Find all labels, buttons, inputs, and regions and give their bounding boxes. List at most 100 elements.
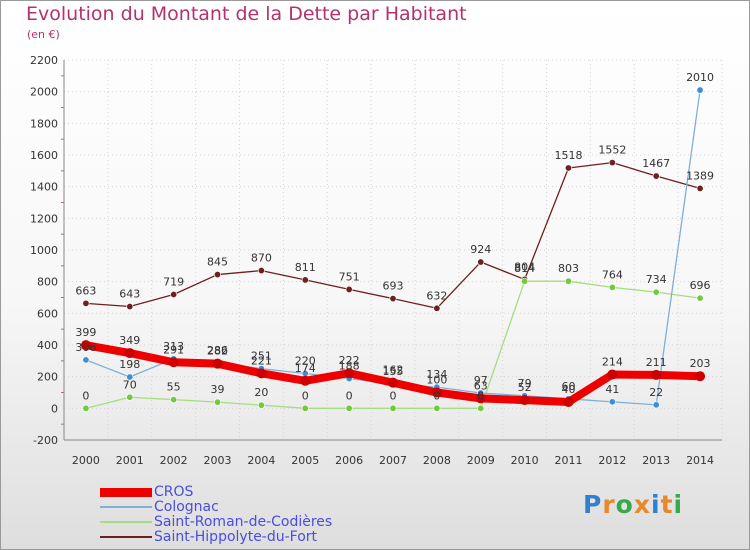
- data-point: [214, 271, 222, 279]
- data-label: 214: [602, 355, 623, 368]
- x-tick-label: 2005: [291, 454, 319, 467]
- legend-label: Colognac: [154, 499, 219, 515]
- legend-swatch: [100, 487, 152, 497]
- data-label: 282: [207, 345, 228, 358]
- y-tick-label: 1200: [30, 212, 58, 225]
- data-point: [124, 348, 135, 359]
- legend-item-cros: CROS: [100, 485, 193, 499]
- data-label: 162: [383, 364, 404, 377]
- data-label: 155: [383, 365, 404, 378]
- data-point: [126, 373, 134, 381]
- data-label: 60: [561, 380, 575, 393]
- data-label: 804: [514, 260, 535, 273]
- data-label: 52: [518, 381, 532, 394]
- x-tick-label: 2013: [642, 454, 670, 467]
- data-point: [212, 358, 223, 369]
- legend-item-saint-hippolyte: Saint-Hippolyte-du-Fort: [100, 530, 317, 544]
- y-tick-label: 400: [37, 339, 58, 352]
- data-label: 221: [251, 354, 272, 367]
- data-point: [696, 294, 704, 302]
- data-point: [82, 404, 90, 412]
- data-label: 203: [690, 357, 711, 370]
- data-label: 40: [561, 383, 575, 396]
- legend-label: Saint-Roman-de-Codières: [154, 514, 333, 530]
- data-point: [607, 369, 618, 380]
- data-point: [388, 377, 398, 388]
- data-label: 63: [474, 379, 488, 392]
- y-tick-label: 0: [51, 402, 58, 415]
- data-label: 22: [649, 386, 663, 399]
- data-label: 41: [605, 383, 619, 396]
- data-point: [168, 357, 179, 368]
- legend-label: CROS: [154, 484, 194, 500]
- data-point: [608, 159, 616, 167]
- data-point: [170, 396, 178, 404]
- data-point: [256, 368, 267, 379]
- data-label: 198: [119, 358, 140, 371]
- data-point: [608, 398, 616, 406]
- data-label: 55: [167, 381, 181, 394]
- data-label: 222: [339, 354, 360, 367]
- data-point: [80, 340, 91, 351]
- legend-swatch: [100, 506, 152, 508]
- data-label: 174: [295, 362, 316, 375]
- data-label: 0: [82, 389, 89, 402]
- legend-swatch: [100, 536, 152, 538]
- y-tick-label: 2200: [30, 54, 58, 67]
- x-tick-label: 2007: [379, 454, 407, 467]
- data-label: 0: [477, 389, 484, 402]
- logo-letter: i: [651, 490, 661, 519]
- logo-letter: x: [633, 490, 651, 519]
- x-tick-label: 2009: [467, 454, 495, 467]
- data-point: [126, 303, 134, 311]
- data-point: [477, 404, 485, 412]
- x-tick-label: 2014: [686, 454, 714, 467]
- x-tick-label: 2002: [160, 454, 188, 467]
- data-label: 0: [302, 389, 309, 402]
- data-point: [564, 164, 572, 172]
- legend-swatch: [100, 521, 152, 523]
- data-point: [301, 404, 309, 412]
- x-tick-label: 2010: [511, 454, 539, 467]
- legend-item-saint-roman: Saint-Roman-de-Codières: [100, 515, 332, 529]
- y-tick-label: 1600: [30, 149, 58, 162]
- data-point: [519, 395, 530, 406]
- data-point: [214, 398, 222, 406]
- data-label: 734: [646, 273, 667, 286]
- data-point: [475, 393, 486, 404]
- logo-letter: o: [615, 490, 634, 519]
- data-label: 188: [339, 360, 360, 373]
- legend-item-colognac: Colognac: [100, 500, 219, 514]
- y-tick-label: 1400: [30, 181, 58, 194]
- x-tick-label: 2011: [554, 454, 582, 467]
- data-label: 306: [75, 341, 96, 354]
- data-point: [82, 299, 90, 307]
- data-point: [695, 371, 706, 382]
- data-label: 1518: [554, 149, 582, 162]
- data-point: [82, 356, 90, 364]
- data-label: 0: [433, 389, 440, 402]
- data-label: 643: [119, 288, 140, 301]
- data-point: [389, 404, 397, 412]
- y-tick-label: -200: [33, 434, 58, 447]
- data-label: 20: [254, 386, 268, 399]
- logo-letter: t: [660, 490, 674, 519]
- data-label: 719: [163, 275, 184, 288]
- logo-letter: r: [602, 490, 616, 519]
- x-tick-label: 2000: [72, 454, 100, 467]
- x-tick-label: 2012: [598, 454, 626, 467]
- y-tick-label: 1800: [30, 117, 58, 130]
- data-point: [433, 404, 441, 412]
- data-label: 870: [251, 252, 272, 265]
- data-point: [344, 368, 355, 379]
- data-label: 693: [383, 280, 404, 293]
- data-label: 349: [119, 334, 140, 347]
- data-label: 134: [426, 368, 447, 381]
- data-point: [563, 397, 574, 407]
- data-point: [300, 375, 311, 386]
- x-tick-label: 2001: [116, 454, 144, 467]
- legend-label: Saint-Hippolyte-du-Fort: [154, 529, 318, 545]
- data-label: 1467: [642, 157, 670, 170]
- y-tick-label: 2000: [30, 86, 58, 99]
- data-label: 70: [123, 378, 137, 391]
